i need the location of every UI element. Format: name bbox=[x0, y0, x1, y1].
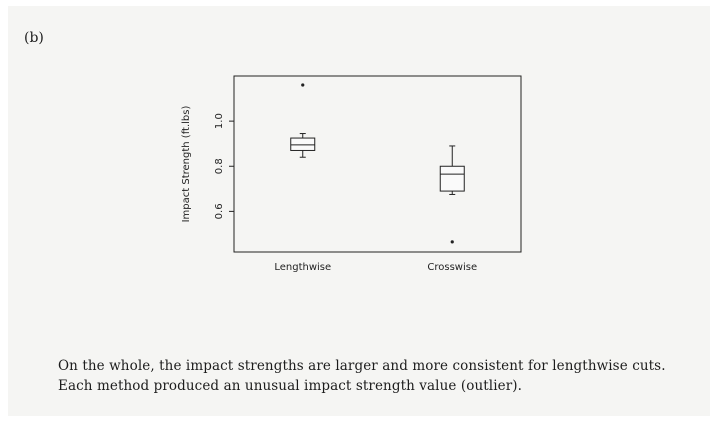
caption-line-1: On the whole, the impact strengths are l… bbox=[58, 358, 666, 374]
caption-line-2: Each method produced an unusual impact s… bbox=[58, 378, 523, 394]
iqr-box bbox=[439, 165, 465, 192]
page: (b) Impact Strength (ft.lbs) 0.6 0.8 1.0 L… bbox=[8, 6, 710, 416]
plot-frame bbox=[233, 75, 522, 253]
boxes bbox=[290, 83, 465, 244]
x-axis-categories: Lengthwise Crosswise bbox=[274, 262, 477, 273]
outlier-point bbox=[450, 240, 454, 244]
boxplot-chart: Impact Strength (ft.lbs) 0.6 0.8 1.0 Lengt… bbox=[181, 75, 522, 273]
part-label: (b) bbox=[24, 30, 44, 46]
caption: On the whole, the impact strengths are l… bbox=[58, 356, 698, 396]
box-crosswise bbox=[439, 145, 465, 244]
box-lengthwise bbox=[290, 83, 316, 158]
y-tick-label: 1.0 bbox=[214, 113, 225, 129]
x-category-label: Crosswise bbox=[427, 262, 477, 273]
y-tick-label: 0.8 bbox=[214, 158, 225, 174]
y-axis-label: Impact Strength (ft.lbs) bbox=[181, 106, 192, 223]
y-tick-label: 0.6 bbox=[214, 203, 225, 219]
iqr-box bbox=[290, 137, 316, 151]
outlier-point bbox=[301, 83, 305, 87]
y-axis-ticks: 0.6 0.8 1.0 bbox=[214, 113, 234, 219]
x-category-label: Lengthwise bbox=[274, 262, 331, 273]
